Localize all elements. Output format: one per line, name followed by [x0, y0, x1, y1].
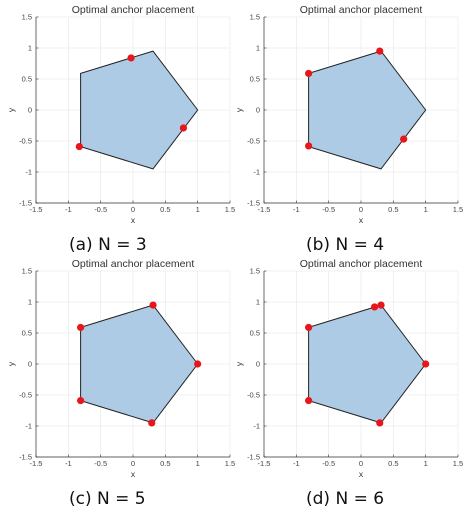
y-tick-label: -0.5 — [19, 391, 32, 400]
x-tick-label: 1 — [196, 205, 200, 214]
x-tick-label: -1.5 — [30, 205, 43, 214]
x-tick-label: -0.5 — [94, 459, 107, 468]
y-tick-label: 0.5 — [250, 329, 260, 338]
anchor-point — [194, 360, 202, 368]
anchor-point — [305, 69, 313, 78]
panel-caption: (d) N = 6 — [306, 489, 384, 509]
anchor-point — [370, 303, 379, 311]
y-tick-label: 0 — [28, 106, 32, 115]
y-tick-label: -1.5 — [19, 453, 32, 462]
y-axis-label: y — [234, 361, 244, 366]
y-axis-label: y — [6, 361, 16, 366]
x-tick-label: -0.5 — [322, 459, 335, 468]
anchor-point — [305, 323, 313, 332]
x-tick-label: 1.5 — [453, 205, 463, 214]
y-tick-label: 1 — [28, 44, 32, 53]
anchor-point — [179, 124, 188, 132]
chart-panel-4: -1.5 -1 -0.5 0 0.5 1 1.5 -1.5 -1 -0.5 0 0.5 1 1.5 x y Op… — [234, 258, 463, 509]
x-axis-label: x — [131, 469, 136, 479]
x-tick-label: 1.5 — [225, 459, 235, 468]
anchor-point — [377, 301, 385, 309]
anchor-point — [77, 323, 85, 332]
y-tick-label: -1.5 — [247, 453, 260, 462]
x-tick-label: -1 — [293, 205, 300, 214]
chart-panel-1: -1.5 -1 -0.5 0 0.5 1 1.5 -1.5 -1 -0.5 0 0.5 1 1.5 x y Op… — [6, 4, 235, 255]
x-tick-label: -1 — [65, 205, 72, 214]
x-tick-label: 0.5 — [160, 205, 170, 214]
chart-title: Optimal anchor placement — [300, 258, 423, 270]
feasible-region — [308, 50, 427, 170]
y-tick-label: 0.5 — [250, 75, 260, 84]
x-tick-label: 0.5 — [388, 205, 398, 214]
anchor-point — [148, 419, 156, 427]
feasible-region — [308, 304, 427, 424]
y-tick-label: -0.5 — [247, 137, 260, 146]
y-tick-label: -1 — [25, 168, 32, 177]
y-tick-label: -1 — [25, 422, 32, 431]
chart-panel-2: -1.5 -1 -0.5 0 0.5 1 1.5 -1.5 -1 -0.5 0 0.5 1 1.5 x y Op… — [234, 4, 463, 255]
y-tick-label: 0 — [256, 360, 260, 369]
x-tick-label: 0 — [359, 459, 363, 468]
anchor-point — [422, 360, 430, 368]
x-axis-label: x — [359, 215, 364, 225]
y-tick-label: 1.5 — [250, 267, 260, 276]
x-tick-label: -1 — [65, 459, 72, 468]
y-tick-label: -1.5 — [19, 199, 32, 208]
y-tick-label: 1 — [256, 44, 260, 53]
y-tick-label: -1 — [253, 422, 260, 431]
x-tick-label: -1.5 — [258, 459, 271, 468]
panel-caption: (b) N = 4 — [306, 235, 384, 255]
y-tick-label: -0.5 — [19, 137, 32, 146]
y-tick-label: -1.5 — [247, 199, 260, 208]
chart-panel-3: -1.5 -1 -0.5 0 0.5 1 1.5 -1.5 -1 -0.5 0 0.5 1 1.5 x y Op… — [6, 258, 235, 509]
chart-title: Optimal anchor placement — [72, 4, 195, 16]
y-tick-label: 1 — [28, 298, 32, 307]
y-axis-label: y — [234, 107, 244, 112]
y-tick-label: 0 — [28, 360, 32, 369]
y-tick-label: -0.5 — [247, 391, 260, 400]
x-tick-label: 0 — [131, 459, 135, 468]
anchor-point — [400, 135, 408, 143]
x-tick-label: -0.5 — [94, 205, 107, 214]
x-tick-label: 0.5 — [160, 459, 170, 468]
anchor-point — [149, 301, 157, 309]
anchor-point — [77, 396, 85, 405]
x-tick-label: 1 — [424, 459, 428, 468]
x-tick-label: -1.5 — [30, 459, 43, 468]
anchor-point — [305, 142, 313, 150]
y-axis-label: y — [6, 107, 16, 112]
y-tick-label: 1.5 — [22, 267, 32, 276]
x-tick-label: -1 — [293, 459, 300, 468]
panel-caption: (c) N = 5 — [69, 489, 146, 509]
anchor-point — [305, 396, 313, 405]
feasible-region — [80, 304, 199, 424]
y-tick-label: 0.5 — [22, 329, 32, 338]
anchor-point — [127, 54, 135, 62]
y-tick-label: 0.5 — [22, 75, 32, 84]
y-tick-label: 1.5 — [250, 13, 260, 22]
x-tick-label: 1.5 — [453, 459, 463, 468]
y-tick-label: 0 — [256, 106, 260, 115]
x-axis-label: x — [131, 215, 136, 225]
x-tick-label: -1.5 — [258, 205, 271, 214]
x-tick-label: 1 — [196, 459, 200, 468]
x-tick-label: 1 — [424, 205, 428, 214]
y-tick-label: 1.5 — [22, 13, 32, 22]
y-tick-label: -1 — [253, 168, 260, 177]
anchor-point — [376, 47, 384, 55]
anchor-point — [376, 419, 384, 427]
x-tick-label: 0 — [131, 205, 135, 214]
anchor-point — [75, 142, 83, 151]
y-tick-label: 1 — [256, 298, 260, 307]
panel-caption: (a) N = 3 — [69, 235, 147, 255]
chart-title: Optimal anchor placement — [72, 258, 195, 270]
x-tick-label: 0 — [359, 205, 363, 214]
x-tick-label: -0.5 — [322, 205, 335, 214]
x-tick-label: 1.5 — [225, 205, 235, 214]
chart-title: Optimal anchor placement — [300, 4, 423, 16]
x-axis-label: x — [359, 469, 364, 479]
x-tick-label: 0.5 — [388, 459, 398, 468]
feasible-region — [80, 50, 199, 170]
